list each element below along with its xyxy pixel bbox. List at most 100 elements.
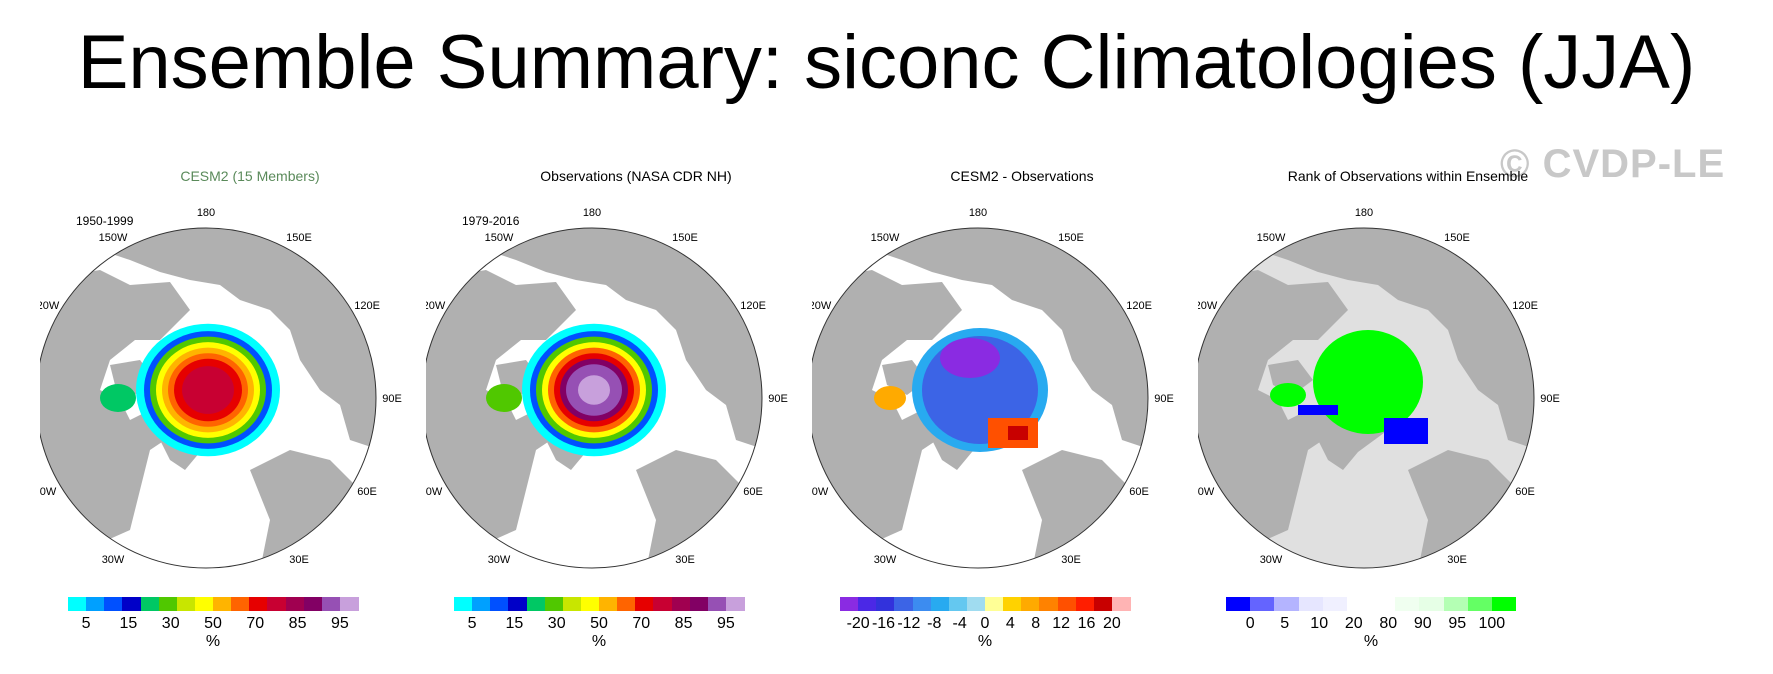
colorbar-swatch: [321, 597, 341, 611]
colorbar-tick: 15: [505, 615, 524, 632]
panel-rank: Rank of Observations within Ensemble 180…: [1198, 160, 1618, 660]
colorbar-swatch: [876, 597, 895, 611]
longitude-label-n: 180: [197, 207, 215, 219]
longitude-label-sw: 30W: [1260, 554, 1283, 566]
longitude-label-w4: 60W: [426, 486, 443, 498]
period-label: 1979-2016: [462, 214, 520, 228]
colorbar-swatch: [580, 597, 600, 611]
longitude-label-w2: 120W: [426, 300, 446, 312]
panel-title: CESM2 (15 Members): [180, 168, 320, 184]
colorbar-swatch: [231, 597, 250, 611]
colorbar-swatch: [1395, 597, 1420, 611]
colorbar-tick: -8: [927, 615, 942, 632]
ice-field: [486, 323, 666, 457]
colorbar-tick: 0: [980, 615, 990, 632]
colorbar-swatch: [158, 597, 178, 611]
colorbar-swatch: [840, 597, 859, 611]
colorbar-tick: 15: [119, 615, 138, 632]
colorbar-tick: 95: [1448, 615, 1467, 632]
colorbar-tick: 5: [467, 615, 477, 632]
colorbar-swatch: [1491, 597, 1517, 611]
colorbar-tick: 0: [1245, 615, 1255, 632]
colorbar-swatch: [653, 597, 672, 611]
panel-difference: CESM2 - Observations 180 150E 120E 90E 60E 30…: [812, 160, 1232, 660]
colorbar-swatch: [267, 597, 286, 611]
colorbar-tick: 50: [204, 615, 222, 632]
colorbar-tick: 95: [330, 615, 349, 632]
colorbar-tick: 12: [1052, 615, 1071, 632]
colorbar-swatch: [526, 597, 546, 611]
colorbar-swatch: [1419, 597, 1444, 611]
colorbar-swatch: [1093, 597, 1113, 611]
polar-map: 180150E120E90E60E30E030W60W90W120W150W: [1198, 207, 1560, 569]
longitude-label-ne1: 150E: [286, 232, 312, 244]
longitude-label-w2: 120W: [812, 300, 832, 312]
colorbar-tick: -12: [897, 615, 921, 632]
colorbar-swatch: [508, 597, 527, 611]
colorbar-swatch: [689, 597, 709, 611]
colorbar-swatch: [454, 597, 473, 611]
colorbar-swatch: [544, 597, 564, 611]
colorbar-tick: 70: [246, 615, 265, 632]
colorbar-swatch: [671, 597, 691, 611]
longitude-label-se: 30E: [1447, 554, 1467, 566]
longitude-label-se: 30E: [1061, 554, 1081, 566]
colorbar-swatch: [140, 597, 160, 611]
colorbar-tick: -16: [871, 615, 896, 632]
colorbar-swatch: [1057, 597, 1077, 611]
panel-title: Rank of Observations within Ensemble: [1287, 168, 1529, 184]
colorbar-swatch: [213, 597, 232, 611]
land-north-america: [1198, 270, 1348, 568]
colorbar-tick: 85: [674, 615, 693, 632]
colorbar-swatch: [249, 597, 268, 611]
colorbar-swatch: [617, 597, 636, 611]
longitude-label-w4: 60W: [40, 486, 57, 498]
longitude-label-e2: 120E: [1512, 300, 1538, 312]
colorbar-unit: %: [591, 633, 607, 650]
longitude-label-e3: 90E: [382, 393, 402, 405]
colorbar-unit: %: [205, 633, 221, 650]
longitude-label-n: 180: [1355, 207, 1373, 219]
polar-map: 180150E120E90E60E30E030W60W90W120W150W: [40, 207, 402, 569]
watermark: © CVDP-LE: [1500, 142, 1726, 186]
colorbar-tick: 95: [716, 615, 735, 632]
longitude-label-e4: 60E: [743, 486, 763, 498]
colorbar-tick: 100: [1478, 615, 1506, 632]
longitude-label-nw1: 150W: [485, 232, 514, 244]
colorbar-swatch: [1075, 597, 1095, 611]
colorbar-swatch: [285, 597, 305, 611]
colorbar-tick: 16: [1077, 615, 1096, 632]
colorbar-tick: 10: [1310, 615, 1329, 632]
colorbar-swatch: [985, 597, 1004, 611]
colorbar-swatch: [948, 597, 968, 611]
colorbar-swatch: [1346, 597, 1372, 611]
polar-map: 180150E120E90E60E30E030W60W90W120W150W: [426, 207, 788, 569]
longitude-label-e3: 90E: [1540, 393, 1560, 405]
colorbar-tick: 85: [288, 615, 307, 632]
longitude-label-e4: 60E: [1129, 486, 1149, 498]
longitude-label-e2: 120E: [740, 300, 766, 312]
panel-observations: Observations (NASA CDR NH) 1979-2016 180…: [426, 160, 846, 660]
colorbar-tick: 8: [1031, 615, 1041, 632]
longitude-label-sw: 30W: [874, 554, 897, 566]
colorbar-swatch: [707, 597, 727, 611]
longitude-label-w2: 120W: [40, 300, 60, 312]
colorbar-tick: 5: [81, 615, 91, 632]
colorbar-swatch: [1003, 597, 1022, 611]
panel-title: CESM2 - Observations: [950, 168, 1094, 184]
colorbar-tick: 20: [1102, 615, 1121, 632]
land-north-america: [40, 270, 190, 568]
colorbar-swatch: [472, 597, 491, 611]
longitude-label-e2: 120E: [354, 300, 380, 312]
colorbar-swatch: [194, 597, 214, 611]
colorbar-swatch: [1111, 597, 1131, 611]
longitude-label-e3: 90E: [768, 393, 788, 405]
period-label: 1950-1999: [76, 214, 134, 228]
colorbar-swatch: [86, 597, 105, 611]
land-north-america: [426, 270, 576, 568]
longitude-label-sw: 30W: [102, 554, 125, 566]
colorbar-tick: 30: [161, 615, 180, 632]
panel-title: Observations (NASA CDR NH): [540, 168, 732, 184]
colorbar-tick: 30: [547, 615, 566, 632]
longitude-label-e4: 60E: [1515, 486, 1535, 498]
